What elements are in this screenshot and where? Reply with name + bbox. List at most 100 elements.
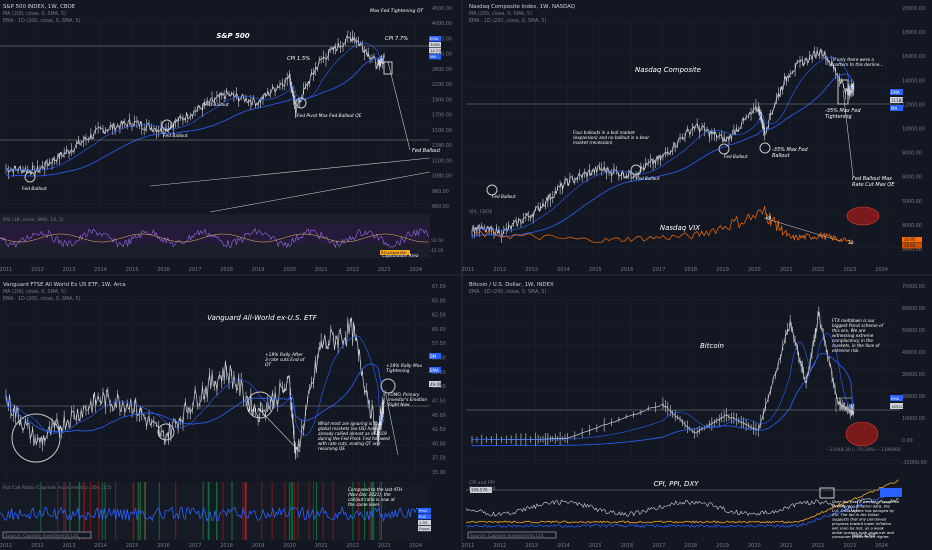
rsi-badge-fill — [380, 250, 410, 255]
panel-header-1: EMA · 1D (200, close, 0, SMA, 5) — [469, 18, 546, 24]
time-axis-label: 2018 — [220, 543, 233, 549]
annotation: Fed Ballout — [22, 186, 47, 192]
annotation-line: Fed Ballout Max — [852, 176, 892, 182]
ballout-circle — [157, 423, 175, 441]
vix-badge: 20.95 — [904, 237, 916, 242]
panel-header-2: MA (200, close, 0, SMA, 5) — [3, 289, 66, 295]
price-badge-text: 11183.66 — [891, 98, 911, 103]
annotation-line: complacency in the — [832, 338, 873, 343]
panel-header-0: EMA · 1D (200, close, 0, SMA, 5) — [3, 18, 80, 24]
cpi-title: CPI, PPI, DXY — [653, 480, 699, 488]
price-axis-label: 40.00 — [432, 441, 446, 447]
ma-line — [472, 352, 855, 447]
time-axis-label: 2021 — [315, 267, 328, 273]
price-axis-label: 1200.00 — [432, 158, 452, 164]
price-badge — [429, 48, 441, 54]
ppi-line — [465, 491, 899, 528]
time-axis-label: 2020 — [283, 267, 296, 273]
time-axis-label: 2015 — [126, 543, 139, 549]
price-axis-label: 18000.00 — [902, 30, 925, 36]
price-axis-label: 47.50 — [432, 398, 446, 404]
time-axis-label: 2019 — [716, 543, 729, 549]
annotation-line: Tightening — [386, 368, 410, 374]
price-badge-text: MA — [891, 106, 897, 111]
time-axis-label: 2022 — [812, 267, 825, 273]
annotation: Max Fed Tightening QT — [370, 8, 424, 14]
callout-line — [384, 389, 399, 456]
price-axis-label: 3500.00 — [432, 36, 452, 42]
annotation: CPI 7.7% — [385, 36, 408, 42]
price-axis-label: 70000.00 — [902, 284, 925, 290]
panel-header-2: Vanguard FTSE All World Ex US ETF, 1W, A… — [3, 282, 126, 288]
annotation: Fed Ballout — [636, 176, 660, 181]
annotation-line: during the Fed Pivot. Fed followed — [318, 436, 390, 441]
time-axis-label: 2011 — [0, 543, 12, 549]
price-series — [5, 317, 385, 460]
time-axis-label: 2014 — [94, 267, 107, 273]
rsi-axis: 42.05 — [431, 248, 444, 254]
cpi-header: CPI and PPI — [469, 480, 495, 486]
price-badge-text: EMA — [891, 90, 900, 95]
price-axis-label: 20000.00 — [902, 394, 925, 400]
time-axis-label: 2013 — [63, 543, 76, 549]
time-axis-label: 2013 — [525, 267, 538, 273]
price-axis-label: 1080.00 — [432, 174, 452, 180]
time-axis-label: 2024 — [875, 267, 888, 273]
ballout-circle — [630, 164, 642, 176]
price-axis-label: 14000.00 — [902, 78, 925, 84]
pcr-badge: PmC — [419, 508, 428, 513]
price-badge-text: MA — [430, 54, 436, 59]
time-axis-label: 2023 — [378, 543, 391, 549]
annotation: Fed Pivot Max Fed Ballout QE — [297, 113, 362, 119]
price-axis-label: 37.50 — [432, 456, 446, 462]
price-badge-text: 3958.79 — [430, 42, 446, 47]
ballout-circle — [161, 119, 173, 131]
watermark-bg — [467, 531, 557, 539]
price-axis-label: 3000.00 — [902, 247, 922, 253]
rsi-band — [0, 224, 430, 244]
projection-box — [837, 79, 849, 105]
time-axis-label: 2020 — [283, 543, 296, 549]
time-axis-label: 2016 — [157, 267, 170, 273]
vix-badge: 19.91 — [904, 243, 916, 248]
vix-line — [471, 205, 854, 245]
price-axis-label: 30000.00 — [902, 372, 925, 378]
panel-header-1: Nasdaq Composite Index, 1W, NASDAQ — [469, 4, 575, 10]
annotation-line: pattern to this decline... — [832, 62, 883, 67]
price-axis-label: 4000.00 — [902, 223, 922, 229]
time-axis-label: 2023 — [378, 267, 391, 273]
time-axis-label: 2024 — [875, 543, 888, 549]
pcr-line — [0, 506, 429, 522]
cpi-signature: Peter Schiff — [852, 533, 876, 538]
pcr-badge-fill — [418, 520, 431, 526]
cpi-line — [465, 479, 899, 524]
annotation-line: with rate cuts, ending QT and — [318, 441, 381, 446]
time-axis-label: 2018 — [684, 267, 697, 273]
drawdown-label: −11948.30 (−70.28%) −1196800 — [826, 447, 901, 453]
vix-label: 20 — [848, 240, 854, 246]
annotation-line: already rallied almost as in 2019 — [318, 431, 387, 436]
panel-title: Bitcoin — [700, 342, 724, 350]
ema-line — [5, 335, 385, 436]
vix-badge-fill — [902, 243, 922, 249]
price-badge — [890, 97, 903, 103]
price-axis-label: 60.00 — [432, 327, 446, 333]
time-axis-label: 2016 — [621, 543, 634, 549]
ballout-circle — [295, 97, 307, 109]
price-axis-label: 10000.00 — [902, 416, 925, 422]
time-axis-label: 2015 — [589, 543, 602, 549]
price-badge — [429, 367, 441, 373]
annotation-line: QT — [265, 362, 271, 368]
callout-line — [257, 407, 301, 453]
pcr-badge: 1.50 — [419, 520, 428, 525]
annotation-line: biggest Ponzi scheme of — [832, 323, 884, 328]
watermark-bg — [2, 531, 92, 539]
price-axis-label: 1900.00 — [432, 97, 452, 103]
time-axis-label: 2014 — [557, 267, 570, 273]
panel-header-0: MA (200, close, 0, SMA, 5) — [3, 11, 66, 17]
highlight-ellipse — [846, 206, 880, 226]
panel-header-1: MA (200, close, 0, SMA, 5) — [469, 11, 532, 17]
cpi-note-line: consumer prices much higher. — [832, 534, 889, 539]
price-axis-label: 1700.00 — [432, 113, 452, 119]
annotation-line: +18% Rally After — [265, 352, 304, 358]
